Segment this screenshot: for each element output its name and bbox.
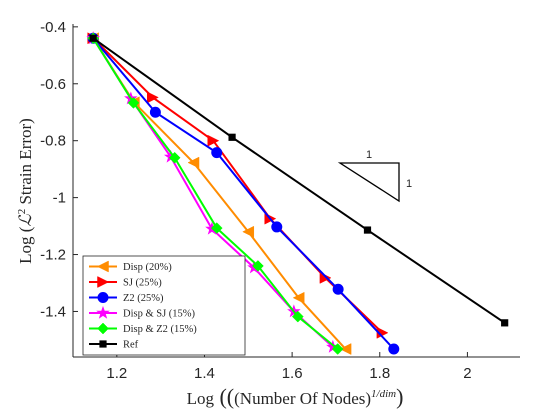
y-tick-label: -0.6 — [40, 76, 66, 93]
series-5 — [89, 34, 509, 327]
data-point — [332, 283, 344, 295]
data-point — [149, 106, 161, 118]
y-tick-label: -0.8 — [40, 133, 66, 150]
data-point — [292, 291, 305, 304]
legend-label: SJ (25%) — [123, 278, 162, 289]
legend-swatch-marker — [99, 340, 107, 348]
legend-swatch-marker — [96, 305, 110, 319]
series-layer — [86, 31, 509, 355]
series-line — [92, 37, 506, 324]
x-tick-label: 2 — [463, 365, 471, 382]
legend-box — [82, 255, 246, 356]
y-tick-label: -1.4 — [40, 303, 66, 320]
legend-label: Disp & Z2 (15%) — [123, 324, 197, 335]
data-point — [501, 319, 509, 327]
slope-run-label: 1 — [366, 149, 372, 161]
legend-entry: SJ (25%) — [89, 276, 162, 289]
axes-layer: 1.2 1.4 1.6 1.8 2 -0.4 -0.6 -0.8 -1 -1.2 -1.4 — [40, 19, 520, 382]
data-point — [89, 34, 97, 42]
legend-entry: Disp (20%) — [89, 260, 172, 273]
legend-swatch-marker — [97, 322, 109, 335]
data-point — [271, 221, 283, 233]
x-tick-label: 1.8 — [369, 365, 390, 382]
data-point — [210, 222, 223, 234]
data-point — [127, 96, 140, 109]
x-axis-label: Log (((Number Of Nodes)1/dim) — [187, 384, 404, 409]
y-tick-label: -0.4 — [40, 19, 66, 36]
data-point — [147, 91, 159, 104]
data-point — [242, 225, 255, 238]
slope-triangle: 1 1 — [337, 149, 412, 203]
legend-entry: Disp & SJ (15%) — [89, 305, 196, 320]
data-point — [339, 343, 352, 355]
legend-entry: Z2 (25%) — [89, 292, 164, 304]
legend-swatch-marker — [97, 292, 109, 303]
slope-rise-label: 1 — [406, 178, 412, 190]
x-tick-label: 1.2 — [106, 365, 127, 382]
data-point — [187, 156, 200, 169]
y-tick-label: -1 — [53, 190, 66, 207]
data-point — [211, 147, 223, 159]
data-point — [168, 151, 181, 164]
legend-label: Z2 (25%) — [123, 293, 164, 304]
legend-entry: Ref — [89, 340, 139, 351]
legend-entry: Disp & Z2 (15%) — [89, 322, 197, 335]
legend-label: Disp & SJ (15%) — [123, 309, 196, 320]
series-line — [92, 37, 395, 350]
data-point — [228, 133, 236, 141]
data-point — [207, 134, 220, 147]
data-point — [331, 343, 344, 355]
data-point — [252, 260, 264, 272]
legend: Disp (20%) SJ (25%) Z2 (25%) Disp & SJ (15%… — [82, 255, 246, 356]
legend-label: Ref — [123, 340, 139, 351]
data-point — [363, 226, 372, 234]
data-point — [291, 310, 304, 323]
y-tick-label: -1.2 — [40, 247, 66, 264]
data-point — [388, 343, 400, 355]
x-tick-label: 1.6 — [282, 365, 303, 382]
legend-swatch-marker — [96, 260, 109, 273]
legend-swatch-marker — [97, 276, 110, 288]
x-tick-label: 1.4 — [194, 365, 215, 382]
y-axis-label: Log (ℒ2 Strain Error) — [16, 118, 35, 264]
legend-label: Disp (20%) — [123, 262, 172, 273]
